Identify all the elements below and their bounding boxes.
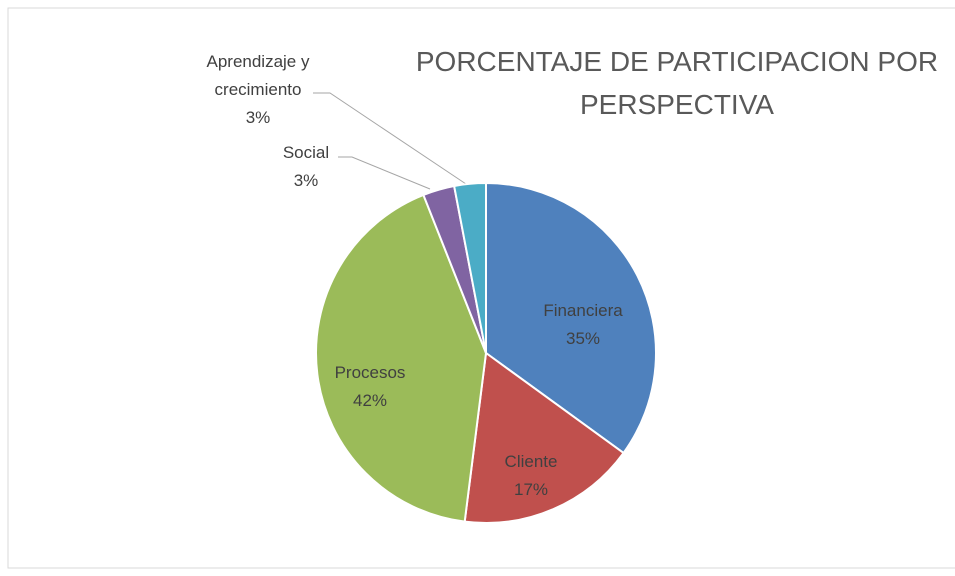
chart-title: PORCENTAJE DE PARTICIPACION POR PERSPECT… [415, 46, 939, 120]
slice-label: Financiera [543, 301, 623, 320]
value-label: 3% [293, 171, 319, 190]
chart-frame [7, 7, 955, 569]
pie-slice [315, 193, 488, 523]
pie-slice [463, 351, 625, 524]
value-label: 35% [565, 329, 601, 348]
slice-label: Social [282, 143, 330, 162]
slice-label: Cliente [504, 452, 558, 471]
slice-label: Procesos [334, 363, 406, 382]
value-label: 42% [352, 391, 388, 410]
slice-label: Aprendizaje y crecimiento [206, 52, 310, 99]
leader-line [313, 92, 467, 185]
value-label: 3% [245, 108, 271, 127]
leader-line [338, 156, 431, 190]
pie-slice [452, 181, 487, 354]
pie-slice [485, 181, 657, 455]
value-label: 17% [513, 480, 549, 499]
